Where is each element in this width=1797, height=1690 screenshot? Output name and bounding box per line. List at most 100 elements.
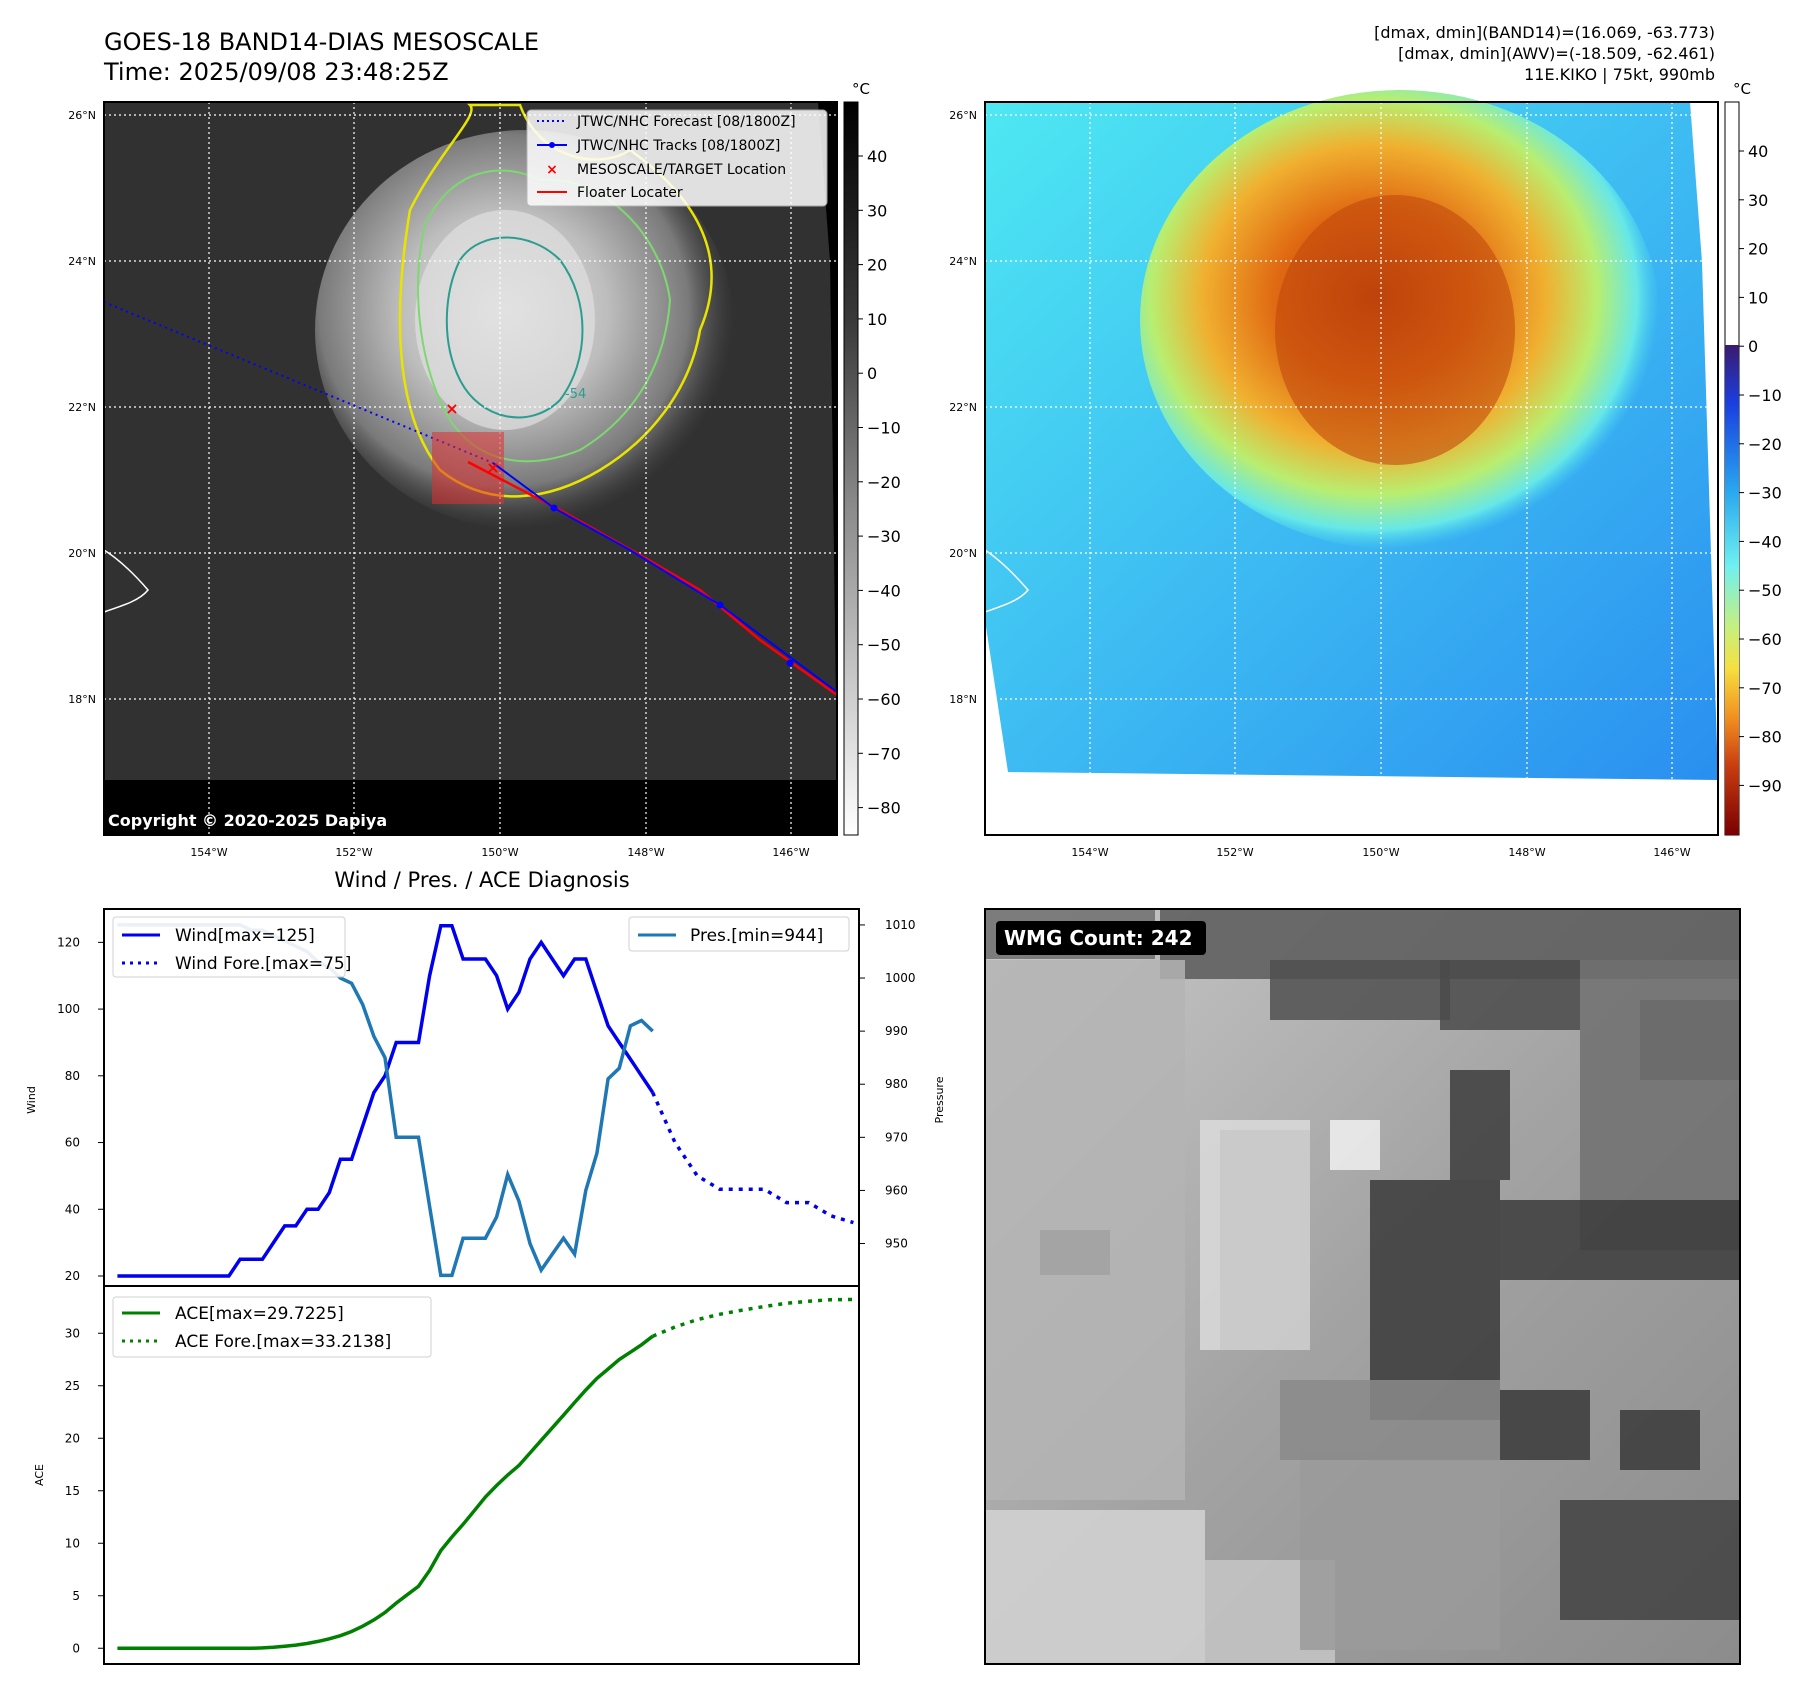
lat-label: 24°N xyxy=(68,255,96,268)
wmg-pixel-block xyxy=(1500,1200,1740,1280)
pressure-legend xyxy=(628,916,850,952)
wmg-frame xyxy=(984,908,1741,1665)
awv-gridlines: 26°N 24°N 22°N 20°N 18°N 154°W 152°W 150°W 148°W… xyxy=(949,102,1718,859)
wmg-pixel-block xyxy=(985,1510,1205,1664)
awv-core xyxy=(1275,195,1515,465)
colorbar-tick-label: −20 xyxy=(1748,435,1782,454)
gray-colorbar xyxy=(843,101,859,836)
colorbar-tick-label: −10 xyxy=(867,419,901,438)
wmg-pixel-block xyxy=(1500,1390,1590,1460)
wmg-pixel-block xyxy=(1620,1410,1700,1470)
wind-observed-line xyxy=(117,923,655,1278)
lon-label: 154°W xyxy=(1071,846,1108,859)
ace-tick-label: 20 xyxy=(65,1431,80,1445)
colorbar-tick-label: −10 xyxy=(1748,386,1782,405)
wind-axis-ticks: 20 40 60 80 100 120 xyxy=(57,935,104,1283)
lon-label: 146°W xyxy=(772,846,809,859)
map-frame xyxy=(103,101,838,836)
wmg-pixel-block xyxy=(1560,1500,1740,1620)
ace-legend-label: ACE Fore.[max=33.2138] xyxy=(175,1332,391,1352)
pressure-tick-label: 1000 xyxy=(885,971,916,985)
pressure-tick-label: 1010 xyxy=(885,918,916,932)
colorbar-tick-label: −50 xyxy=(867,636,901,655)
observed-track-line xyxy=(492,462,838,693)
ace-chart: 0 5 10 15 20 25 30 ACE ACE[max=29.7225] ACE Fo… xyxy=(33,1285,860,1665)
wmg-pixel-block xyxy=(1280,1380,1500,1460)
lon-label: 152°W xyxy=(1216,846,1253,859)
colorbar-tick-label: −90 xyxy=(1748,776,1782,795)
wind-tick-label: 100 xyxy=(57,1002,80,1016)
lon-label: 154°W xyxy=(190,846,227,859)
awv-stats: [dmax, dmin](AWV)=(-18.509, -62.461) xyxy=(1398,44,1715,63)
colorbar-tick-label: −60 xyxy=(867,690,901,709)
lon-label: 150°W xyxy=(1362,846,1399,859)
wmg-pixel-block xyxy=(1450,1070,1510,1180)
band14-stats: [dmax, dmin](BAND14)=(16.069, -63.773) xyxy=(1374,23,1715,42)
colorbar-tick-label: 10 xyxy=(1748,288,1768,307)
colorbar-tick-label: −80 xyxy=(867,799,901,818)
ace-tick-label: 0 xyxy=(72,1641,80,1655)
lon-label: 152°W xyxy=(335,846,372,859)
legend-label: JTWC/NHC Tracks [08/1800Z] xyxy=(576,138,780,154)
gray-colorbar-ticks: 40 30 20 10 0 −10 −20 −30 −40 −50 −60 −70 −80 xyxy=(858,147,901,818)
wmg-pixel-field xyxy=(985,909,1740,1664)
diagnosis-title: Wind / Pres. / ACE Diagnosis xyxy=(334,868,629,892)
legend-label: MESOSCALE/TARGET Location xyxy=(577,162,786,178)
awv-map-frame xyxy=(984,101,1719,836)
colorbar-tick-label: 20 xyxy=(867,256,887,275)
gray-colorbar-unit: °C xyxy=(852,80,870,98)
island-outline xyxy=(103,549,149,613)
lat-label: 20°N xyxy=(68,547,96,560)
pressure-tick-label: 980 xyxy=(885,1077,908,1091)
colorbar-tick-label: −50 xyxy=(1748,581,1782,600)
colorbar-tick-label: 10 xyxy=(867,310,887,329)
colorbar-tick-label: −20 xyxy=(867,473,901,492)
cloud-core xyxy=(415,210,595,430)
ace-observed-line xyxy=(117,1334,654,1651)
target-location-marker: × xyxy=(486,458,499,477)
lat-label: 22°N xyxy=(949,401,977,414)
contour-label: -54 xyxy=(565,387,586,402)
wmg-pixel-block xyxy=(1220,1130,1310,1350)
ace-series-group xyxy=(117,1297,854,1651)
jet-colorbar-unit: °C xyxy=(1733,80,1751,98)
wind-tick-label: 80 xyxy=(65,1069,80,1083)
mesoscale-target-box xyxy=(432,432,504,504)
legend-label: JTWC/NHC Forecast [08/1800Z] xyxy=(576,114,796,130)
map-legend xyxy=(526,109,828,207)
ace-axis-label: ACE xyxy=(33,1464,46,1486)
colorbar-tick-label: −60 xyxy=(1748,630,1782,649)
ace-tick-label: 30 xyxy=(65,1326,80,1340)
colorbar-tick-label: −30 xyxy=(867,527,901,546)
ace-legend xyxy=(112,1296,432,1358)
pressure-legend-label: Pres.[min=944] xyxy=(690,926,823,946)
track-point xyxy=(550,504,558,512)
lat-label: 22°N xyxy=(68,401,96,414)
lat-label: 24°N xyxy=(949,255,977,268)
wind-axis-label: Wind xyxy=(25,1086,38,1114)
wind-legend-label: Wind Fore.[max=75] xyxy=(175,954,351,974)
wind-legend-label: Wind[max=125] xyxy=(175,926,315,946)
wind-tick-label: 120 xyxy=(57,935,80,949)
pressure-tick-label: 970 xyxy=(885,1130,908,1144)
lat-label: 18°N xyxy=(949,693,977,706)
colorbar-tick-label: −80 xyxy=(1748,728,1782,747)
lon-label: 148°W xyxy=(627,846,664,859)
track-point xyxy=(716,601,724,609)
colorbar-tick-label: 30 xyxy=(1748,191,1768,210)
wmg-pixel-block xyxy=(985,960,1185,1500)
wind-tick-label: 40 xyxy=(65,1202,80,1216)
cloud-contour-teal xyxy=(445,236,584,419)
band14-map-panel: -54 26°N 24°N 22°N 20°N 18°N 154°W 152°W 150°W 1… xyxy=(68,80,901,859)
lat-label: 18°N xyxy=(68,693,96,706)
wind-pressure-chart: Wind / Pres. / ACE Diagnosis 20 40 60 80 100… xyxy=(25,868,946,1287)
storm-info: 11E.KIKO | 75kt, 990mb xyxy=(1524,65,1715,84)
jet-colorbar-ticks: 40 30 20 10 0 −10 −20 −30 −40 −50 −60 −70 −80 −90 xyxy=(1739,142,1782,795)
colorbar-tick-label: −70 xyxy=(1748,679,1782,698)
ace-tick-label: 25 xyxy=(65,1379,80,1393)
legend-label: Floater Locater xyxy=(577,185,683,201)
jet-colorbar-fill xyxy=(1725,345,1739,835)
lon-label: 150°W xyxy=(481,846,518,859)
awv-map-panel: 26°N 24°N 22°N 20°N 18°N 154°W 152°W 150°W 148°W… xyxy=(949,80,1782,859)
